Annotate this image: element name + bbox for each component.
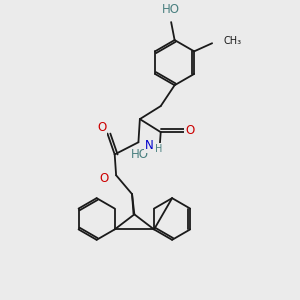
Text: O: O: [100, 172, 109, 185]
Text: HO: HO: [131, 148, 149, 161]
Text: CH₃: CH₃: [223, 36, 241, 46]
Text: O: O: [98, 121, 107, 134]
Text: HO: HO: [162, 3, 180, 16]
Text: O: O: [185, 124, 194, 137]
Text: N: N: [145, 139, 154, 152]
Text: H: H: [154, 144, 162, 154]
